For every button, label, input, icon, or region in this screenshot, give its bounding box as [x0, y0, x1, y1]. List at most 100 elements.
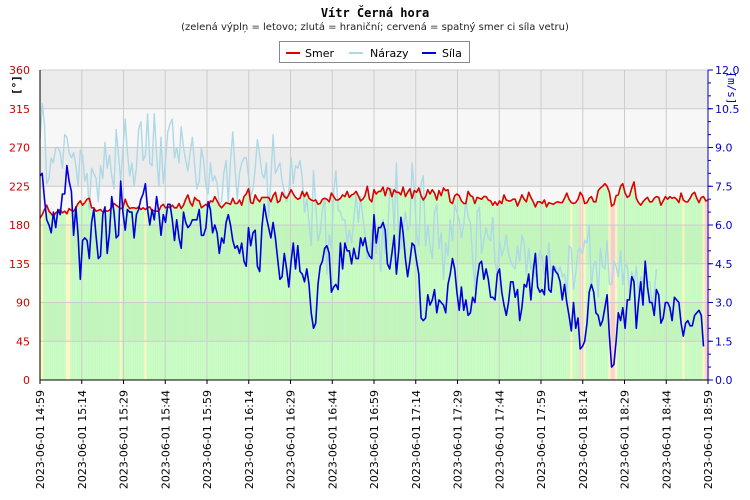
condition-bar — [150, 211, 154, 380]
condition-bar — [133, 207, 136, 380]
condition-bar — [435, 200, 439, 380]
condition-bar — [572, 203, 575, 380]
condition-bar — [704, 200, 708, 380]
condition-bar — [664, 196, 667, 380]
series-line-sila — [39, 164, 705, 368]
condition-bar — [505, 200, 508, 380]
condition-bar — [482, 196, 486, 380]
condition-bar — [614, 195, 618, 380]
condition-bar — [511, 199, 515, 380]
condition-bar — [357, 195, 360, 380]
condition-bar — [534, 206, 537, 380]
right-tick-label: 3.0 — [715, 297, 733, 310]
series-lines — [39, 102, 709, 368]
condition-bar — [43, 209, 46, 380]
condition-bar — [334, 200, 338, 380]
flight-condition-fill — [38, 181, 710, 380]
condition-bar — [695, 198, 699, 380]
x-tick-label: 2023-06-01 18:59 — [702, 390, 715, 489]
condition-bar — [384, 195, 387, 380]
legend-label-narazy: Nárazy — [370, 47, 409, 60]
condition-bar — [594, 201, 598, 380]
condition-bar — [350, 194, 354, 380]
condition-bar — [496, 205, 499, 380]
condition-bar — [433, 193, 436, 380]
condition-bar — [453, 195, 457, 380]
condition-bar — [328, 201, 331, 380]
condition-bar — [556, 201, 560, 380]
x-tick-label: 2023-06-01 14:59 — [34, 390, 47, 489]
condition-bar — [558, 202, 562, 380]
condition-bar — [617, 194, 620, 380]
right-tick-label: 6.0 — [715, 219, 733, 232]
left-tick-label: 225 — [9, 180, 30, 193]
x-tick-label: 2023-06-01 16:14 — [243, 390, 256, 489]
condition-bar — [473, 203, 477, 380]
condition-bar — [688, 198, 692, 380]
condition-bar — [274, 192, 277, 380]
condition-bar — [570, 202, 573, 380]
condition-bar — [520, 194, 524, 380]
condition-bar — [63, 211, 67, 380]
condition-bar — [352, 194, 356, 380]
condition-bar — [675, 199, 679, 380]
condition-bar — [126, 205, 129, 380]
x-tick-label: 2023-06-01 18:29 — [619, 390, 632, 489]
condition-bar — [312, 200, 315, 380]
condition-bar — [619, 186, 622, 380]
condition-bar — [222, 205, 226, 380]
condition-bar — [101, 212, 105, 380]
condition-bar — [428, 194, 432, 380]
x-tick-label: 2023-06-01 15:44 — [159, 390, 172, 489]
condition-bar — [166, 206, 170, 380]
condition-bar — [415, 192, 419, 380]
x-tick-label: 2023-06-01 15:29 — [118, 390, 131, 489]
condition-bar — [220, 207, 223, 380]
condition-bar — [267, 197, 271, 380]
x-tick-label: 2023-06-01 17:44 — [493, 390, 506, 489]
right-tick-label: 0.0 — [715, 374, 733, 387]
condition-bar — [155, 211, 158, 380]
legend: Smer Nárazy Síla — [279, 41, 470, 63]
condition-bar — [263, 197, 266, 380]
condition-bar — [502, 194, 506, 380]
condition-bar — [583, 203, 587, 380]
condition-bar — [419, 195, 423, 380]
condition-bar — [296, 199, 300, 380]
condition-bar — [108, 210, 111, 380]
condition-bar — [314, 200, 318, 380]
condition-bar — [294, 197, 297, 380]
condition-bar — [677, 202, 681, 380]
condition-bar — [406, 192, 410, 380]
condition-bar — [180, 208, 183, 380]
condition-bar — [341, 194, 345, 380]
condition-bar — [475, 197, 479, 380]
condition-bar — [514, 199, 517, 380]
left-y-tick-labels: 0 45 90 135 180 225 270 315 360 — [9, 64, 30, 387]
condition-bar — [249, 202, 253, 380]
condition-bar — [146, 207, 150, 380]
condition-bar — [612, 204, 616, 380]
right-axis-label: [m/s] — [725, 71, 738, 104]
condition-bar — [240, 205, 244, 380]
condition-bar — [61, 212, 64, 380]
condition-bar — [657, 197, 661, 380]
condition-bar — [233, 203, 237, 380]
condition-bar — [83, 202, 87, 380]
condition-bar — [45, 205, 49, 380]
condition-bar — [679, 193, 683, 380]
condition-bar — [128, 208, 132, 380]
condition-bar — [626, 197, 629, 380]
condition-bar — [527, 192, 531, 380]
condition-bar — [256, 199, 259, 380]
condition-bar — [390, 196, 394, 380]
condition-bar — [258, 201, 262, 380]
condition-bar — [184, 199, 188, 380]
condition-bar — [79, 200, 82, 380]
condition-bar — [144, 209, 147, 380]
condition-bar — [139, 209, 143, 380]
condition-bar — [471, 196, 475, 380]
x-tick-label: 2023-06-01 15:59 — [201, 390, 214, 489]
condition-bar — [72, 211, 76, 380]
condition-bar — [269, 201, 273, 380]
